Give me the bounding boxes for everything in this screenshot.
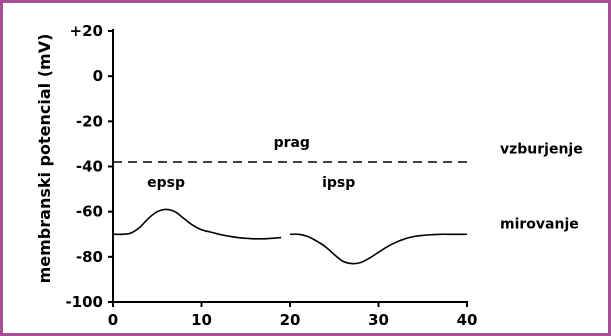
x-tick-label: 40 [457,311,478,329]
y-tick-label: 0 [93,67,103,85]
x-tick-label: 30 [368,311,389,329]
series-line-1 [112,208,282,240]
series-group [112,208,467,265]
x-tick-label: 10 [191,311,212,329]
annotation-ipsp: ipsp [322,175,355,191]
labels-group: epsp ipsp vzburjenje mirovanje [147,142,583,233]
y-tick-label: -40 [76,158,103,176]
annotation-epsp: epsp [147,175,185,191]
y-tick-label: -20 [76,112,103,130]
x-tick-label: 0 [108,311,118,329]
y-tick-label: -100 [65,293,103,311]
y-axis-label: membranski potencial (mV) [35,34,54,284]
series-line-2 [289,233,467,265]
y-tick-label: +20 [70,22,103,40]
threshold-label: prag [274,135,310,151]
threshold-group: prag [113,135,467,163]
x-tick-label: 20 [280,311,301,329]
side-label-vzburjenje: vzburjenje [500,142,583,158]
y-tick-label: -60 [76,203,103,221]
axes-group: +20 0 -20 -40 -60 -80 -100 0 10 20 30 40 membranski … [35,22,477,329]
y-tick-label: -80 [76,248,103,266]
side-label-mirovanje: mirovanje [500,216,579,232]
